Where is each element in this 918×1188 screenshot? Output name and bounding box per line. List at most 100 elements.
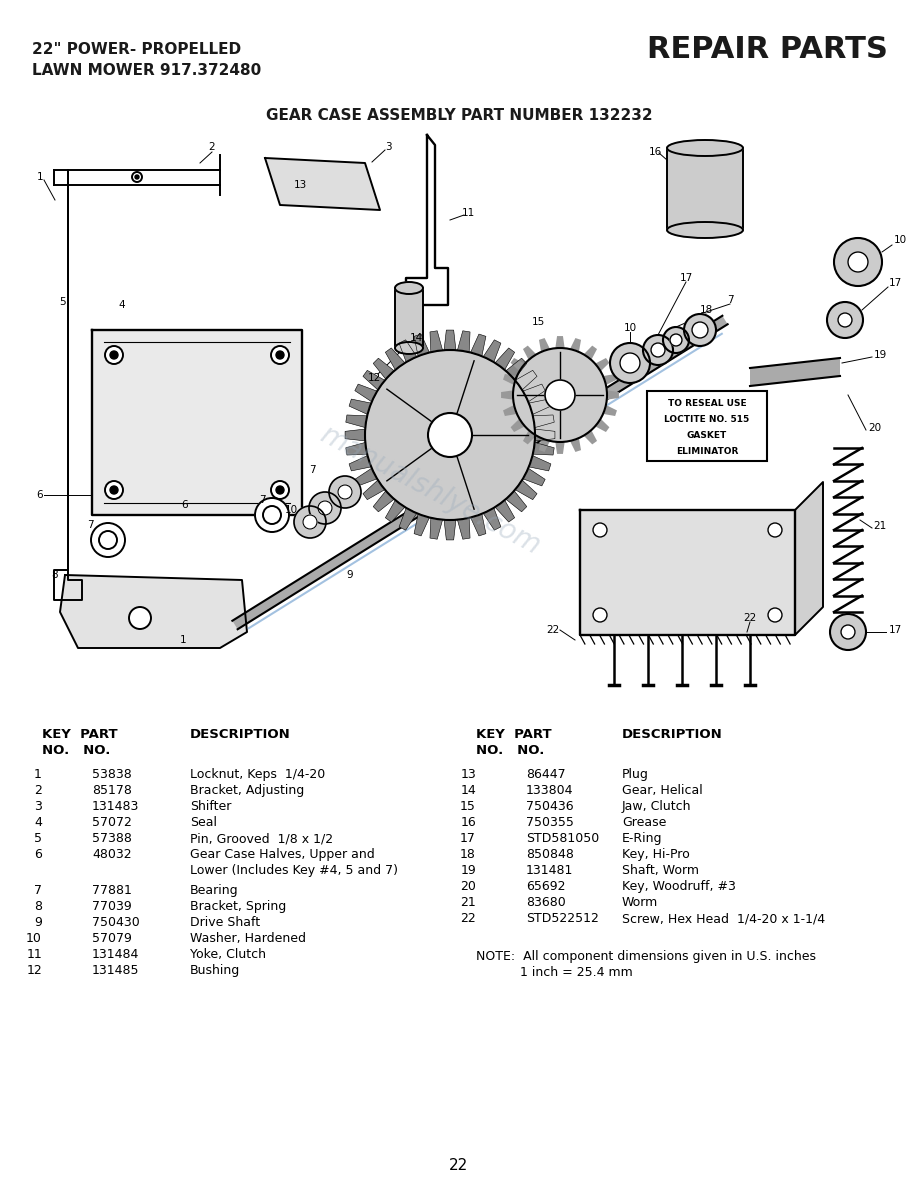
Polygon shape bbox=[570, 438, 581, 451]
Polygon shape bbox=[395, 287, 423, 348]
Text: LOCTITE NO. 515: LOCTITE NO. 515 bbox=[665, 415, 750, 424]
Text: Washer, Hardened: Washer, Hardened bbox=[190, 933, 306, 944]
Text: 22: 22 bbox=[460, 912, 476, 925]
Polygon shape bbox=[503, 405, 517, 416]
Text: NO.   NO.: NO. NO. bbox=[476, 744, 544, 757]
Polygon shape bbox=[399, 340, 417, 362]
Text: GASKET: GASKET bbox=[687, 431, 727, 440]
Text: 6: 6 bbox=[182, 500, 188, 510]
Text: Gear Case Halves, Upper and: Gear Case Halves, Upper and bbox=[190, 848, 375, 861]
Circle shape bbox=[365, 350, 535, 520]
Text: KEY  PART: KEY PART bbox=[42, 728, 118, 741]
Text: E-Ring: E-Ring bbox=[622, 832, 663, 845]
Polygon shape bbox=[374, 491, 394, 512]
Circle shape bbox=[848, 252, 868, 272]
Text: Gear, Helical: Gear, Helical bbox=[622, 784, 703, 797]
Text: manualshlye.com: manualshlye.com bbox=[315, 421, 545, 560]
Circle shape bbox=[663, 327, 689, 353]
Polygon shape bbox=[607, 391, 619, 399]
Text: 19: 19 bbox=[460, 864, 476, 877]
Polygon shape bbox=[92, 330, 302, 516]
Circle shape bbox=[651, 343, 665, 358]
Ellipse shape bbox=[395, 282, 423, 293]
Circle shape bbox=[827, 302, 863, 339]
Polygon shape bbox=[580, 510, 795, 636]
Circle shape bbox=[309, 492, 341, 524]
Polygon shape bbox=[510, 418, 525, 432]
Text: 57079: 57079 bbox=[92, 933, 132, 944]
Text: Bushing: Bushing bbox=[190, 963, 241, 977]
Text: Lower (Includes Key #4, 5 and 7): Lower (Includes Key #4, 5 and 7) bbox=[190, 864, 398, 877]
Text: 53838: 53838 bbox=[92, 767, 132, 781]
Text: 21: 21 bbox=[873, 522, 887, 531]
Text: DESCRIPTION: DESCRIPTION bbox=[190, 728, 291, 741]
Text: 7: 7 bbox=[259, 495, 265, 505]
Polygon shape bbox=[386, 500, 405, 522]
Text: 77039: 77039 bbox=[92, 901, 132, 914]
Text: 750436: 750436 bbox=[526, 800, 574, 813]
Polygon shape bbox=[483, 340, 501, 362]
Circle shape bbox=[768, 608, 782, 623]
Text: 86447: 86447 bbox=[526, 767, 565, 781]
Text: 12: 12 bbox=[367, 373, 381, 383]
Polygon shape bbox=[523, 346, 536, 360]
Text: 22: 22 bbox=[546, 625, 560, 636]
Circle shape bbox=[105, 346, 123, 364]
Circle shape bbox=[830, 614, 866, 650]
Circle shape bbox=[318, 501, 332, 516]
Text: 10: 10 bbox=[285, 505, 297, 516]
Text: 7: 7 bbox=[34, 884, 42, 897]
Text: 7: 7 bbox=[727, 295, 733, 305]
Polygon shape bbox=[386, 348, 405, 369]
Polygon shape bbox=[595, 418, 610, 432]
Circle shape bbox=[135, 175, 139, 179]
Polygon shape bbox=[532, 442, 554, 455]
Text: 11: 11 bbox=[462, 208, 475, 219]
Text: 7: 7 bbox=[308, 465, 315, 475]
Circle shape bbox=[834, 238, 882, 286]
Text: 21: 21 bbox=[460, 896, 476, 909]
Polygon shape bbox=[345, 429, 365, 441]
Text: GEAR CASE ASSEMBLY PART NUMBER 132232: GEAR CASE ASSEMBLY PART NUMBER 132232 bbox=[265, 108, 653, 124]
Text: 15: 15 bbox=[460, 800, 476, 813]
Text: 20: 20 bbox=[460, 880, 476, 893]
Text: 131485: 131485 bbox=[92, 963, 140, 977]
Text: Grease: Grease bbox=[622, 816, 666, 829]
Text: Worm: Worm bbox=[622, 896, 658, 909]
Text: 10: 10 bbox=[893, 235, 907, 245]
Circle shape bbox=[545, 380, 575, 410]
Text: 57072: 57072 bbox=[92, 816, 132, 829]
Text: 750430: 750430 bbox=[92, 916, 140, 929]
Text: 750355: 750355 bbox=[526, 816, 574, 829]
Text: 17: 17 bbox=[889, 278, 901, 287]
Text: 1: 1 bbox=[180, 636, 186, 645]
Text: 10: 10 bbox=[623, 323, 636, 333]
Circle shape bbox=[271, 346, 289, 364]
Text: 12: 12 bbox=[27, 963, 42, 977]
Polygon shape bbox=[471, 334, 486, 356]
Text: 13: 13 bbox=[460, 767, 476, 781]
Polygon shape bbox=[506, 491, 527, 512]
Text: KEY  PART: KEY PART bbox=[476, 728, 552, 741]
Text: 133804: 133804 bbox=[526, 784, 574, 797]
Text: 16: 16 bbox=[460, 816, 476, 829]
Polygon shape bbox=[750, 358, 840, 386]
Circle shape bbox=[105, 481, 123, 499]
Polygon shape bbox=[535, 429, 555, 441]
Polygon shape bbox=[667, 148, 743, 230]
Polygon shape bbox=[363, 480, 385, 500]
Text: 3: 3 bbox=[34, 800, 42, 813]
Text: 131481: 131481 bbox=[526, 864, 574, 877]
Circle shape bbox=[129, 607, 151, 628]
Polygon shape bbox=[495, 500, 515, 522]
Polygon shape bbox=[414, 334, 430, 356]
Polygon shape bbox=[483, 507, 501, 530]
Circle shape bbox=[99, 531, 117, 549]
Text: NOTE:  All component dimensions given in U.S. inches: NOTE: All component dimensions given in … bbox=[476, 950, 816, 963]
Text: 3: 3 bbox=[385, 143, 391, 152]
Polygon shape bbox=[430, 330, 442, 352]
Circle shape bbox=[428, 413, 472, 457]
Polygon shape bbox=[495, 348, 515, 369]
Polygon shape bbox=[374, 359, 394, 379]
Polygon shape bbox=[515, 480, 537, 500]
